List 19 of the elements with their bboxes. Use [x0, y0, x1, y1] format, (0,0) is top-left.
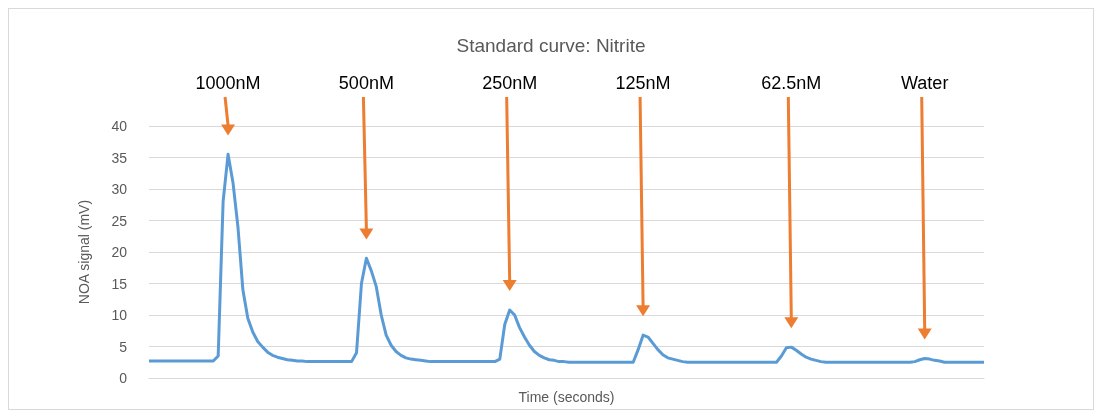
y-tick-label: 10 [111, 307, 128, 323]
text: 250nM [482, 73, 538, 93]
text: 500nM [338, 73, 394, 93]
y-tick-label: 15 [111, 275, 128, 292]
chart-title: Standard curve: Nitrite [456, 35, 646, 56]
text: 1000nM [195, 73, 261, 93]
line-series [147, 152, 986, 364]
y-tick-label: 40 [111, 118, 128, 134]
y-tick-label: 25 [111, 212, 128, 229]
y-tick-label: 30 [111, 181, 128, 197]
text: 125nM [615, 73, 671, 93]
y-tick-label: 5 [119, 338, 128, 355]
y-tick-label: 20 [111, 244, 128, 260]
text: Water [901, 73, 949, 93]
text: 62.5nM [761, 73, 822, 93]
y-tick-label: 35 [111, 149, 128, 166]
y-tick-label: 0 [119, 370, 128, 386]
x-axis-title: Time (seconds) [518, 389, 615, 405]
y-axis-title: NOA signal (mV) [76, 199, 92, 305]
